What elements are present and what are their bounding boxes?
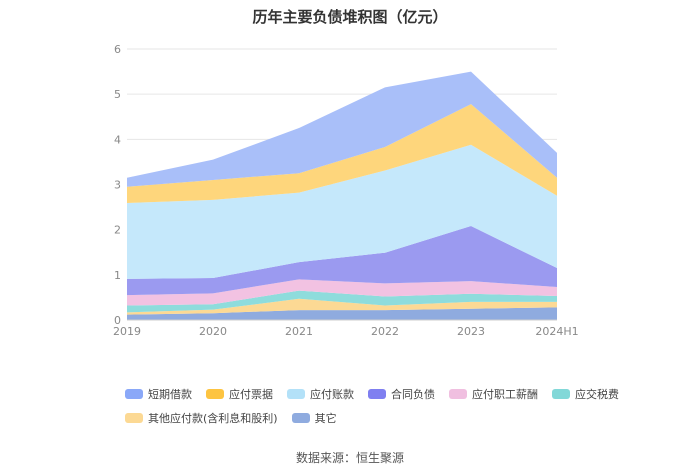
legend-label: 应付账款: [310, 388, 354, 401]
legend-label: 应付票据: [229, 388, 273, 401]
legend-item-accounts-payable[interactable]: 应付账款: [287, 386, 354, 402]
legend-swatch: [552, 389, 570, 399]
area-series[interactable]: [127, 298, 557, 315]
legend-swatch: [291, 413, 310, 423]
area-series[interactable]: [127, 307, 557, 320]
y-tick-label: 1: [114, 269, 121, 282]
legend-item-other-payables[interactable]: 其他应付款(含利息和股利): [125, 410, 278, 426]
y-tick-label: 2: [114, 224, 121, 237]
y-tick-label: 4: [114, 133, 121, 146]
x-tick-label: 2024H1: [535, 325, 578, 338]
x-tick-label: 2021: [285, 325, 313, 338]
legend-label: 应付职工薪酬: [472, 388, 538, 401]
legend-item-short-term-loan[interactable]: 短期借款: [125, 386, 192, 402]
chart-title: 历年主要负债堆积图（亿元）: [252, 8, 448, 26]
legend-swatch: [125, 389, 143, 399]
legend-row-1: 短期借款 应付票据 应付账款 合同负债 应付职工薪酬 应交税费: [125, 386, 619, 402]
legend-item-contract-liabilities[interactable]: 合同负债: [368, 386, 435, 402]
x-tick-label: 2019: [113, 325, 141, 338]
legend-label: 其它: [314, 412, 337, 425]
legend-swatch: [125, 413, 143, 423]
legend-swatch: [449, 389, 467, 399]
legend-label: 合同负债: [391, 388, 435, 401]
area-series[interactable]: [127, 104, 557, 204]
legend-item-notes-payable[interactable]: 应付票据: [206, 386, 273, 402]
legend-label: 其他应付款(含利息和股利): [148, 412, 278, 425]
y-tick-label: 6: [114, 43, 121, 56]
data-source: 数据来源：恒生聚源: [295, 451, 404, 465]
legend-item-others[interactable]: 其它: [291, 410, 337, 426]
legend-swatch: [206, 389, 224, 399]
legend-swatch: [368, 389, 386, 399]
area-series[interactable]: [127, 226, 557, 296]
legend-row-2: 其他应付款(含利息和股利) 其它: [125, 410, 595, 426]
legend-label: 短期借款: [148, 388, 192, 401]
area-series[interactable]: [127, 290, 557, 313]
y-tick-label: 3: [114, 179, 121, 192]
y-tick-label: 0: [114, 314, 121, 327]
chart-legend: 短期借款 应付票据 应付账款 合同负债 应付职工薪酬 应交税费 其他应付款(含利…: [125, 386, 619, 434]
x-tick-label: 2023: [457, 325, 485, 338]
area-series[interactable]: [127, 71, 557, 187]
area-series[interactable]: [127, 144, 557, 279]
stacked-area-chart: 0 1 2 3 4 5 6 2019 2020 2021 2022 2023 2024H1: [113, 43, 579, 338]
y-tick-label: 5: [114, 88, 121, 101]
area-series[interactable]: [127, 279, 557, 306]
legend-swatch: [287, 389, 305, 399]
legend-item-employee-pay[interactable]: 应付职工薪酬: [449, 386, 538, 402]
legend-label: 应交税费: [575, 388, 619, 401]
x-tick-label: 2020: [199, 325, 227, 338]
legend-item-taxes-payable[interactable]: 应交税费: [552, 386, 619, 402]
x-tick-label: 2022: [371, 325, 399, 338]
